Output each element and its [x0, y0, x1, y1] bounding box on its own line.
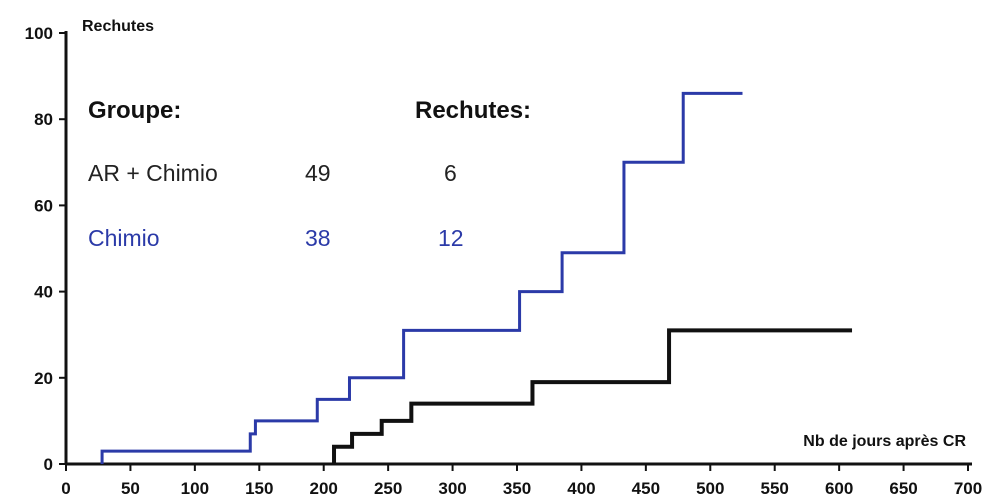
series-line-chimio — [100, 91, 743, 464]
x-tick-label: 50 — [121, 479, 140, 498]
x-tick-label: 450 — [632, 479, 660, 498]
legend-row-arc-n: 49 — [305, 160, 331, 186]
series-lines — [100, 91, 853, 464]
y-tick-label: 80 — [34, 110, 53, 129]
x-tick-label: 0 — [61, 479, 70, 498]
legend-row-chimio-group: Chimio — [88, 225, 160, 251]
x-tick-label: 600 — [825, 479, 853, 498]
legend-row-chimio-n: 38 — [305, 225, 331, 251]
x-tick-label: 200 — [310, 479, 338, 498]
x-tick-label: 400 — [567, 479, 595, 498]
axes: 0 20 40 60 80 100 0 50 100 150 200 250 300 350 400 450 5… — [25, 24, 983, 498]
x-tick-label: 350 — [503, 479, 531, 498]
y-tick-label: 100 — [25, 24, 53, 43]
legend-table: Groupe: Rechutes: AR + Chimio 49 6 Chimi… — [88, 97, 531, 251]
y-tick-label: 0 — [44, 455, 53, 474]
x-tick-label: 100 — [181, 479, 209, 498]
legend-header-relapses: Rechutes: — [415, 97, 531, 124]
legend-row-arc-group: AR + Chimio — [88, 160, 218, 186]
legend-row-arc-relapses: 6 — [444, 160, 457, 186]
x-tick-label: 150 — [245, 479, 273, 498]
y-tick-label: 40 — [34, 283, 53, 302]
y-tick-label: 20 — [34, 369, 53, 388]
x-tick-label: 550 — [761, 479, 789, 498]
x-tick-label: 650 — [889, 479, 917, 498]
x-tick-label: 300 — [438, 479, 466, 498]
series-line-ar-chimio — [332, 328, 853, 464]
y-tick-label: 60 — [34, 196, 53, 215]
x-axis-title: Nb de jours après CR — [803, 433, 966, 450]
x-tick-label: 500 — [696, 479, 724, 498]
y-axis-title: Rechutes — [82, 18, 154, 35]
x-tick-label: 250 — [374, 479, 402, 498]
legend-header-group: Groupe: — [88, 97, 181, 124]
x-tick-label: 700 — [954, 479, 982, 498]
legend-row-chimio-relapses: 12 — [438, 225, 464, 251]
